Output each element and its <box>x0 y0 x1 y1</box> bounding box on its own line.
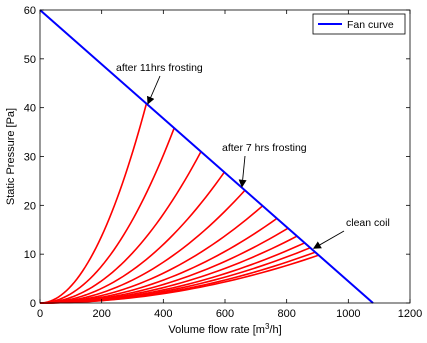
legend-box <box>312 13 406 35</box>
y-tick-label-10: 10 <box>24 249 36 261</box>
system-curve-5 <box>39 189 246 304</box>
system-curve-12 <box>39 251 316 304</box>
y-tick-label-30: 30 <box>24 152 36 164</box>
fan-curve-layer <box>39 9 374 304</box>
annotation-arrow-2 <box>238 155 247 188</box>
x-tick-label-400: 400 <box>154 308 172 320</box>
y-axis-label: Static Pressure [Pa] <box>5 108 17 205</box>
fan-curve-line <box>39 9 374 304</box>
plot-frame <box>39 9 411 304</box>
axes: 0 200 400 600 800 1000 1200 0 10 20 30 40 50 60 Volume… <box>5 5 422 336</box>
x-tick-label-200: 200 <box>92 308 110 320</box>
y-tick-label-0: 0 <box>30 298 36 310</box>
x-tick-label-600: 600 <box>216 308 234 320</box>
annotation-text-2: after 7 hrs frosting <box>222 142 307 154</box>
legend-label-fan-curve: Fan curve <box>347 19 394 31</box>
x-tick-label-0: 0 <box>37 308 43 320</box>
y-tick-label-40: 40 <box>24 103 36 115</box>
y-tick-label-50: 50 <box>24 54 36 66</box>
system-curve-13 <box>39 254 319 304</box>
x-axis-label-sup: 3 <box>265 322 270 331</box>
x-axis-label-post: /h] <box>269 324 281 336</box>
system-curve-4 <box>39 171 226 304</box>
annotation-arrow-1 <box>147 75 161 105</box>
legend: Fan curve <box>312 13 406 35</box>
annotation-text-3: clean coil <box>346 217 390 229</box>
system-curves <box>39 103 319 304</box>
y-tick-label-20: 20 <box>24 200 36 212</box>
x-tick-label-1000: 1000 <box>336 308 360 320</box>
x-tick-label-1200: 1200 <box>398 308 422 320</box>
x-axis-label-pre: Volume flow rate [m <box>168 324 265 336</box>
system-curve-1 <box>39 103 148 304</box>
annotation-arrow-3 <box>312 230 345 249</box>
x-axis-label: Volume flow rate [m3/h] <box>168 322 281 336</box>
x-tick-label-800: 800 <box>277 308 295 320</box>
annotation-text-1: after 11hrs frosting <box>116 62 203 74</box>
system-curve-3 <box>39 151 202 304</box>
y-tick-label-60: 60 <box>24 5 36 17</box>
system-curve-2 <box>39 127 175 304</box>
annotations: after 11hrs frosting after 7 hrs frosting… <box>116 62 390 249</box>
